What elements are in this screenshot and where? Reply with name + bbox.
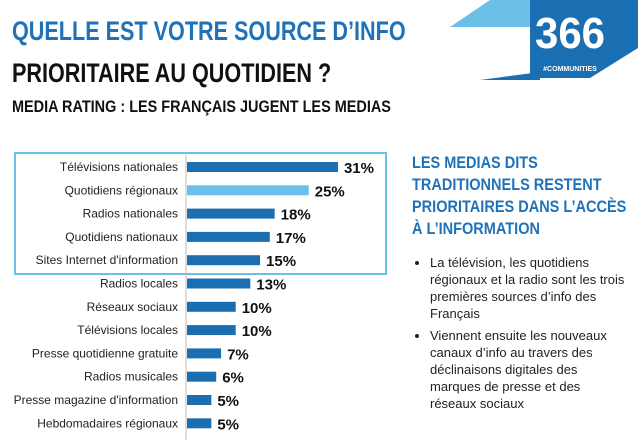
side-bullets: La télévision, les quotidiens régionaux … (412, 254, 627, 412)
logo-number: 366 (535, 9, 605, 58)
logo-366-communities: 366 #COMMUNITIES (450, 0, 638, 80)
title-line-2: PRIORITAIRE AU QUOTIDIEN ? (12, 58, 332, 88)
bar (187, 348, 222, 359)
bar (187, 255, 261, 266)
category-label: Hebdomadaires régionaux (37, 416, 178, 430)
category-label: Presse magazine d'information (14, 393, 178, 407)
bar (187, 185, 309, 196)
category-label: Télévisions nationales (60, 160, 178, 174)
value-label: 7% (227, 346, 249, 363)
value-label: 15% (266, 253, 296, 270)
value-label: 17% (276, 230, 306, 247)
side-panel: LES MEDIAS DITS TRADITIONNELS RESTENT PR… (412, 152, 627, 417)
value-label: 31% (344, 160, 374, 177)
subtitle: MEDIA RATING : LES FRANÇAIS JUGENT LES M… (12, 97, 391, 116)
value-label: 5% (217, 416, 239, 433)
bar (187, 162, 338, 172)
bullet-2: Viennent ensuite les nouveaux canaux d’i… (430, 327, 627, 412)
bar (187, 231, 270, 242)
value-label: 10% (242, 300, 272, 317)
category-label: Quotidiens nationaux (65, 230, 178, 244)
bar (187, 278, 251, 289)
value-label: 10% (242, 323, 272, 340)
logo-tag: #COMMUNITIES (543, 66, 597, 73)
category-label: Radios locales (100, 277, 178, 291)
side-heading: LES MEDIAS DITS TRADITIONNELS RESTENT PR… (412, 154, 627, 238)
bar (187, 301, 236, 312)
value-label: 13% (256, 277, 286, 294)
highlight-box (14, 152, 387, 275)
bullet-1: La télévision, les quotidiens régionaux … (430, 254, 627, 322)
bar (187, 418, 212, 429)
bar (187, 371, 217, 382)
bar (187, 395, 212, 405)
category-label: Réseaux sociaux (87, 300, 178, 314)
category-label: Sites Internet d'information (36, 253, 178, 267)
bar-chart: Télévisions nationales 31% Quotidiens régi… (14, 155, 374, 440)
value-label: 5% (217, 393, 239, 410)
category-label: Radios musicales (84, 370, 178, 384)
bar (187, 208, 275, 219)
value-label: 25% (315, 183, 345, 200)
category-label: Quotidiens régionaux (65, 183, 178, 197)
bar (187, 325, 236, 336)
category-label: Télévisions locales (77, 323, 178, 337)
category-label: Presse quotidienne gratuite (32, 346, 178, 360)
value-label: 18% (281, 207, 311, 224)
category-label: Radios nationales (83, 207, 178, 221)
value-label: 6% (222, 370, 244, 387)
title-line-1: QUELLE EST VOTRE SOURCE D’INFO (12, 16, 406, 46)
